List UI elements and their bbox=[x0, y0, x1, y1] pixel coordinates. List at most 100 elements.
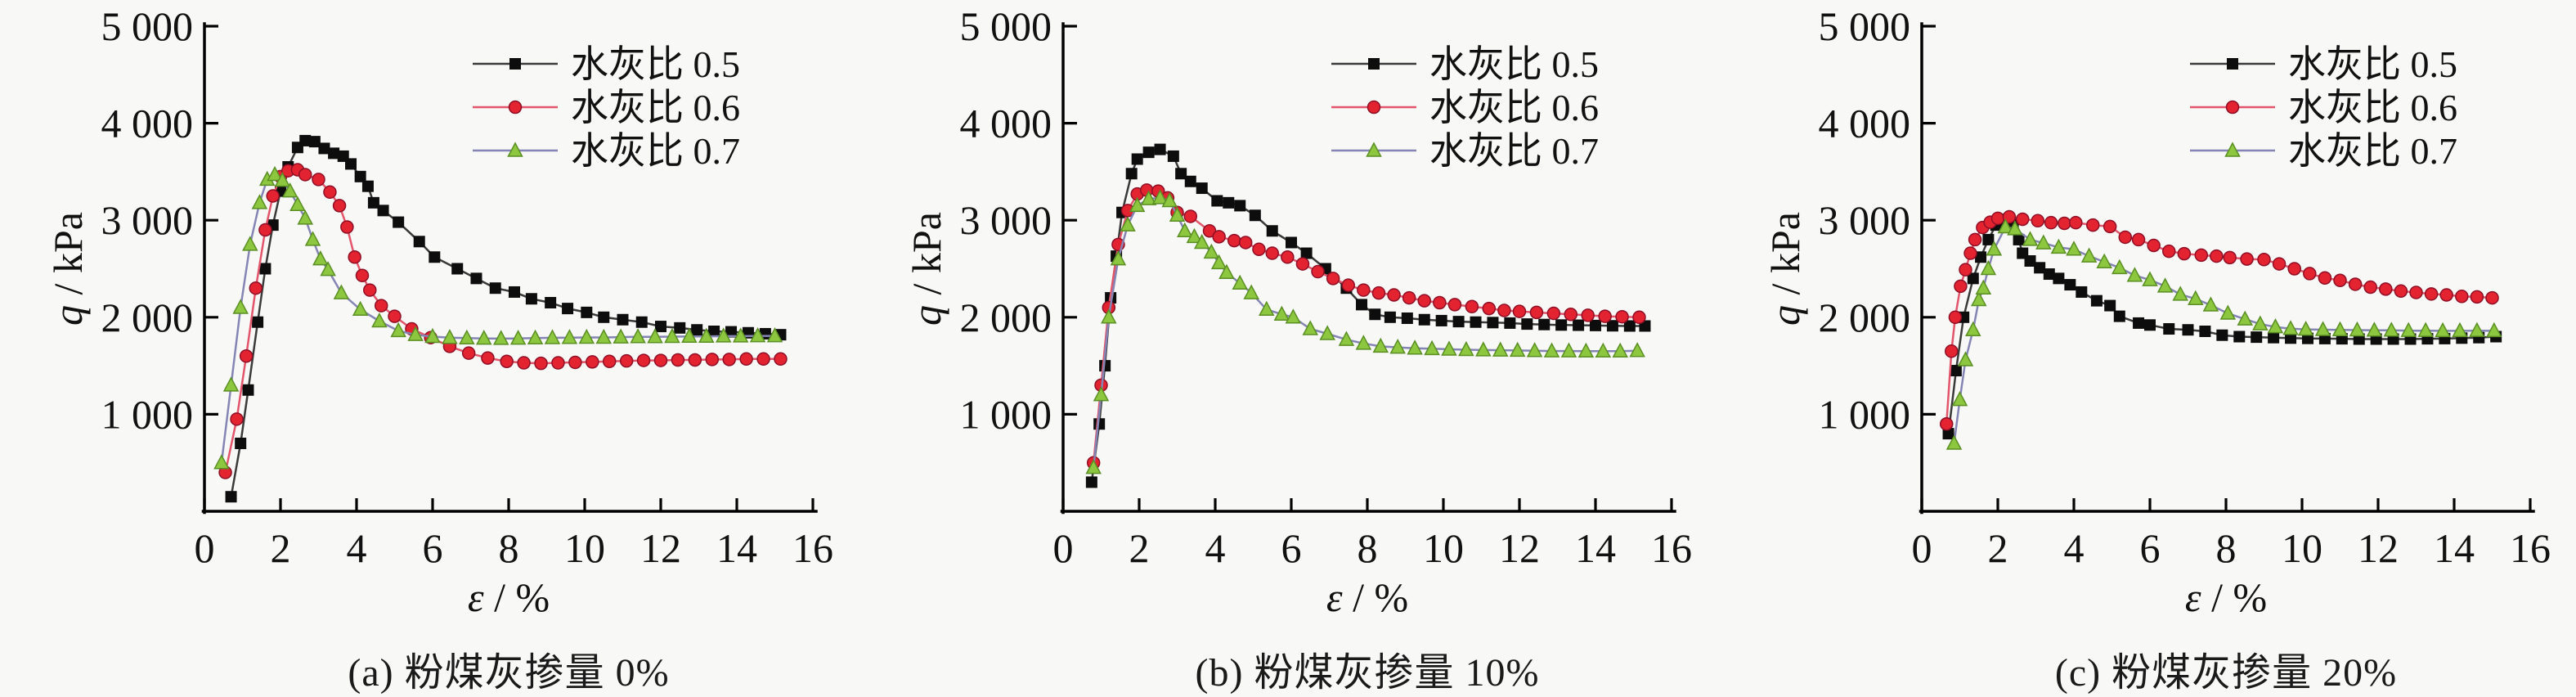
series-marker-square bbox=[2144, 319, 2156, 331]
series-marker-circle bbox=[2333, 273, 2347, 287]
series-marker-triangle bbox=[1526, 342, 1543, 357]
series-marker-triangle bbox=[1140, 190, 1157, 205]
series-1 bbox=[218, 163, 788, 479]
series-marker-triangle bbox=[2452, 322, 2468, 338]
series-marker-triangle bbox=[2188, 290, 2204, 306]
series-marker-square bbox=[1982, 233, 1995, 245]
series-marker-circle bbox=[1512, 304, 1527, 318]
series-marker-square bbox=[1555, 319, 1568, 331]
series-marker-circle bbox=[2318, 271, 2332, 286]
series-marker-triangle bbox=[1577, 342, 1595, 358]
series-2 bbox=[213, 165, 783, 470]
series-marker-triangle bbox=[1441, 340, 1457, 356]
series-marker-square bbox=[1249, 209, 1261, 222]
y-tick-label: 4 000 bbox=[101, 101, 194, 146]
legend-marker-circle bbox=[2225, 100, 2240, 115]
ticks: 1 000 2 000 3 000 4 000 5 000 0 2 4 6 8 10 12 14 16 bbox=[960, 3, 1693, 571]
series-marker-square bbox=[2053, 272, 2065, 285]
series-marker-circle bbox=[2058, 216, 2071, 231]
series-marker-triangle bbox=[1186, 227, 1203, 244]
series-marker-square bbox=[1211, 195, 1223, 207]
series-marker-triangle bbox=[1338, 331, 1355, 346]
series-marker-circle bbox=[2131, 232, 2146, 247]
series-marker-circle bbox=[2086, 218, 2100, 232]
series-marker-triangle bbox=[251, 194, 268, 209]
series-marker-triangle bbox=[1120, 216, 1136, 232]
y-axis-title: q / kPa bbox=[45, 212, 91, 326]
series-marker-triangle bbox=[232, 299, 249, 314]
series-marker-circle bbox=[1357, 283, 1371, 297]
series-marker-square bbox=[1470, 316, 1482, 328]
series-marker-square bbox=[1125, 168, 1138, 180]
y-tick-label: 4 000 bbox=[960, 101, 1052, 146]
series-marker-circle bbox=[348, 250, 361, 264]
series-marker-circle bbox=[1447, 298, 1462, 312]
series-marker-circle bbox=[500, 354, 514, 369]
series-marker-circle bbox=[2044, 215, 2058, 230]
series-marker-triangle bbox=[1085, 459, 1102, 474]
x-tick-label: 2 bbox=[1988, 525, 2008, 571]
series-marker-triangle bbox=[2267, 318, 2284, 334]
series-marker-square bbox=[1175, 168, 1187, 180]
series-marker-triangle bbox=[1389, 338, 1406, 354]
series-marker-triangle bbox=[732, 327, 749, 343]
legend-label: 水灰比 0.5 bbox=[2288, 43, 2457, 85]
series-marker-circle bbox=[355, 268, 370, 283]
series-marker-circle bbox=[688, 353, 702, 367]
series-marker-circle bbox=[1482, 301, 1497, 316]
series-marker-circle bbox=[1963, 246, 1977, 260]
series-marker-triangle bbox=[289, 196, 306, 211]
series-marker-square bbox=[345, 158, 357, 170]
series-marker-circle bbox=[586, 355, 599, 369]
series-marker-circle bbox=[461, 346, 476, 360]
series-marker-circle bbox=[1954, 279, 1968, 294]
series-marker-circle bbox=[1417, 294, 1431, 308]
series-marker-square bbox=[2104, 299, 2116, 312]
series-marker-circle bbox=[653, 353, 668, 367]
series-marker-circle bbox=[2177, 246, 2192, 261]
series-marker-triangle bbox=[749, 326, 766, 343]
series-marker-triangle bbox=[2314, 321, 2331, 336]
series-marker-circle bbox=[1615, 309, 1629, 324]
series-marker-circle bbox=[1252, 242, 1266, 257]
chart-a-svg: 1 000 2 000 3 000 4 000 5 000 0 2 4 6 8 10 12 14 16 q … bbox=[45, 3, 833, 620]
series-marker-circle bbox=[1465, 299, 1479, 314]
series-marker-circle bbox=[1227, 233, 1241, 248]
series-marker-square bbox=[545, 297, 557, 309]
series-marker-triangle bbox=[698, 327, 715, 344]
series-marker-square bbox=[2043, 268, 2055, 281]
series-marker-square bbox=[2251, 331, 2263, 344]
series-marker-circle bbox=[481, 351, 495, 365]
series-marker-circle bbox=[1939, 417, 1954, 431]
series-marker-triangle bbox=[312, 250, 329, 266]
x-tick-label: 16 bbox=[792, 525, 833, 571]
series-line bbox=[1947, 218, 2497, 434]
series-marker-triangle bbox=[1169, 206, 1186, 223]
series-marker-triangle bbox=[1093, 386, 1110, 402]
series-marker-square bbox=[1234, 200, 1246, 212]
series-marker-circle bbox=[374, 299, 388, 313]
series-marker-circle bbox=[1959, 263, 1972, 277]
series-marker-circle bbox=[1990, 211, 2005, 226]
x-axis-title: ε / % bbox=[468, 574, 550, 620]
series-marker-triangle bbox=[242, 236, 258, 251]
series-marker-triangle bbox=[1110, 250, 1127, 266]
series-marker-square bbox=[1196, 182, 1208, 195]
x-tick-label: 4 bbox=[2064, 525, 2085, 571]
series-marker-triangle bbox=[320, 261, 336, 277]
series-marker-circle bbox=[2348, 277, 2363, 291]
series-marker-triangle bbox=[492, 330, 509, 345]
series-marker-circle bbox=[2409, 286, 2423, 299]
series-marker-triangle bbox=[1595, 342, 1612, 358]
series-marker-square bbox=[242, 384, 254, 396]
series-marker-circle bbox=[1402, 290, 1416, 305]
series-marker-triangle bbox=[1629, 342, 1645, 357]
series-marker-triangle bbox=[352, 300, 369, 317]
x-tick-label: 14 bbox=[2434, 525, 2475, 571]
x-tick-label: 16 bbox=[2510, 525, 2551, 571]
x-tick-label: 0 bbox=[195, 525, 215, 571]
series-marker-triangle bbox=[2282, 320, 2299, 335]
series-marker-triangle bbox=[1945, 434, 1963, 450]
series-marker-triangle bbox=[2486, 322, 2502, 338]
series-marker-triangle bbox=[1243, 284, 1259, 299]
